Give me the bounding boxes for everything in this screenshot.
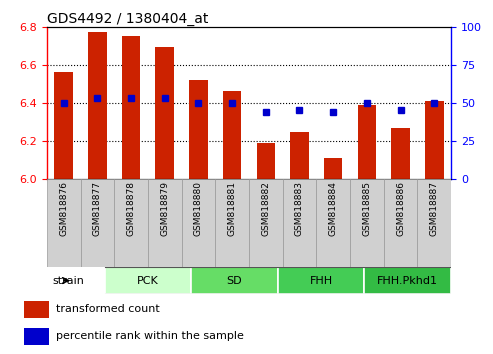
Bar [364, 267, 451, 294]
Bar [324, 158, 343, 179]
Bar [384, 179, 418, 267]
Bar [290, 132, 309, 179]
Bar [155, 47, 174, 179]
Bar [105, 267, 191, 294]
Text: FHH.Pkhd1: FHH.Pkhd1 [377, 275, 438, 286]
Text: GSM818884: GSM818884 [329, 181, 338, 236]
Bar [191, 267, 278, 294]
Bar [114, 179, 148, 267]
Bar [24, 301, 49, 318]
Bar [278, 267, 364, 294]
Text: GDS4492 / 1380404_at: GDS4492 / 1380404_at [47, 12, 208, 25]
Bar [54, 72, 73, 179]
Bar [189, 80, 208, 179]
Bar [105, 267, 191, 294]
Bar [418, 179, 451, 267]
Bar [278, 267, 364, 294]
Text: percentile rank within the sample: percentile rank within the sample [56, 331, 244, 341]
Text: GSM818886: GSM818886 [396, 181, 405, 236]
Text: transformed count: transformed count [56, 304, 160, 314]
Bar [80, 179, 114, 267]
Bar [350, 179, 384, 267]
Text: strain: strain [53, 275, 84, 286]
Text: GSM818876: GSM818876 [59, 181, 68, 236]
Bar [364, 267, 451, 294]
Bar [282, 179, 317, 267]
Bar [256, 143, 275, 179]
Bar [317, 179, 350, 267]
Bar [391, 129, 410, 179]
Text: GSM818880: GSM818880 [194, 181, 203, 236]
Bar [223, 91, 242, 179]
Bar [47, 179, 80, 267]
Bar [425, 101, 444, 179]
Bar [191, 267, 278, 294]
Bar [88, 32, 106, 179]
Text: SD: SD [227, 275, 243, 286]
Bar [148, 179, 181, 267]
Text: GSM818882: GSM818882 [261, 181, 270, 236]
Text: GSM818877: GSM818877 [93, 181, 102, 236]
Text: PCK: PCK [137, 275, 159, 286]
Text: GSM818887: GSM818887 [430, 181, 439, 236]
Bar [249, 179, 282, 267]
Text: GSM818881: GSM818881 [228, 181, 237, 236]
Bar [181, 179, 215, 267]
Bar [122, 36, 141, 179]
Bar [357, 104, 376, 179]
Bar [215, 179, 249, 267]
Text: FHH: FHH [310, 275, 333, 286]
Text: GSM818883: GSM818883 [295, 181, 304, 236]
Text: GSM818878: GSM818878 [127, 181, 136, 236]
Text: GSM818879: GSM818879 [160, 181, 169, 236]
Text: GSM818885: GSM818885 [362, 181, 371, 236]
Bar [24, 328, 49, 345]
